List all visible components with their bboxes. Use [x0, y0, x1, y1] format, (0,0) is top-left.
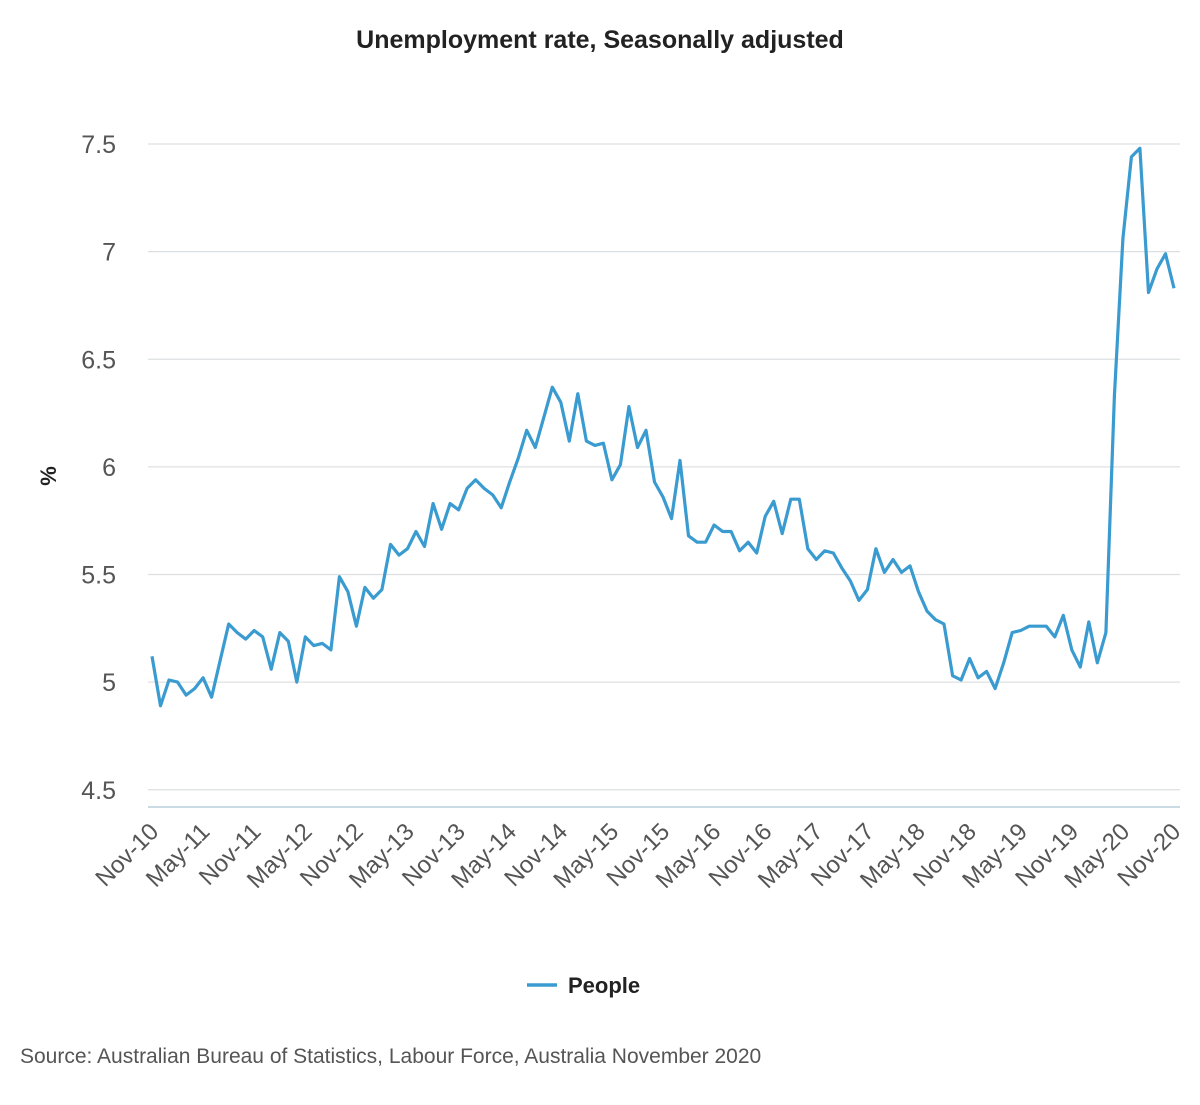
chart-title: Unemployment rate, Seasonally adjusted	[356, 26, 844, 54]
legend-label: People	[568, 973, 640, 998]
y-tick-label: 6	[102, 454, 116, 482]
y-axis-label: %	[36, 466, 61, 486]
y-tick-label: 5.5	[81, 562, 116, 590]
y-tick-label: 4.5	[81, 777, 116, 805]
y-tick-label: 7.5	[81, 131, 116, 159]
source-note: Source: Australian Bureau of Statistics,…	[20, 1045, 761, 1068]
data-line	[150, 146, 1176, 708]
y-tick-label: 7	[102, 239, 116, 267]
y-tick-label: 6.5	[81, 346, 116, 374]
y-tick-label: 5	[102, 669, 116, 697]
